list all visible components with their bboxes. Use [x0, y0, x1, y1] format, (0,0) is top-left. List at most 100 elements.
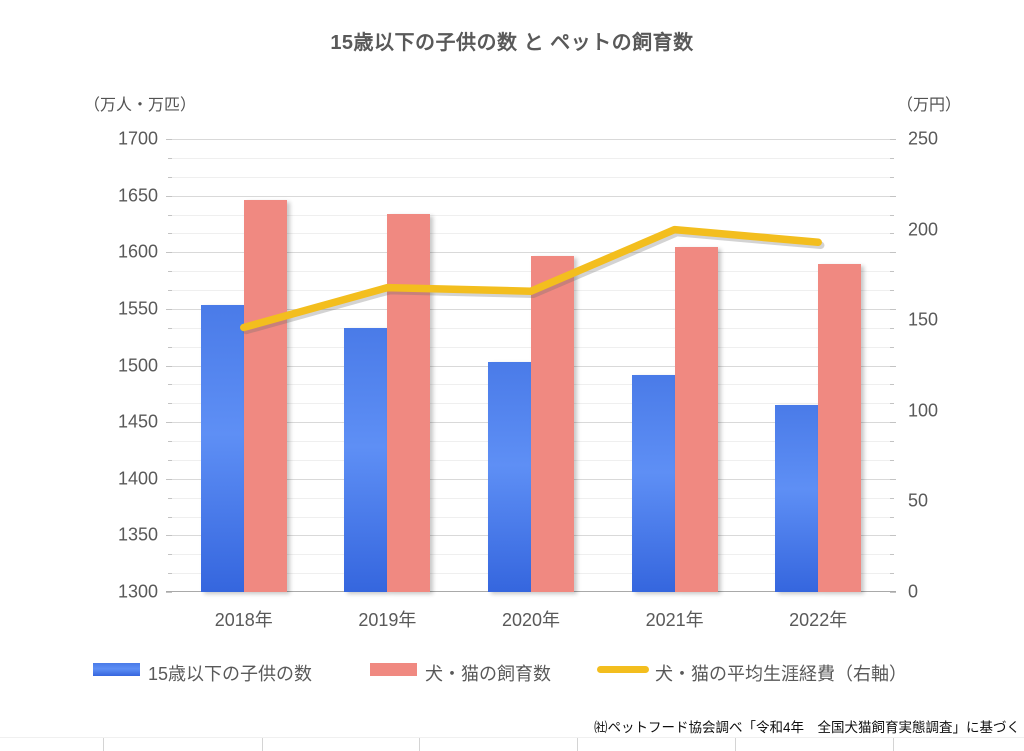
axis-tick-right [890, 271, 894, 273]
axis-tick-left [166, 308, 172, 310]
left-axis-tick-label: 1700 [117, 128, 158, 149]
axis-tick-right [890, 573, 894, 575]
axis-tick-left [168, 214, 172, 216]
axis-tick-left [166, 195, 172, 197]
axis-tick-right [890, 592, 896, 593]
bar-children-2022年 [775, 405, 819, 592]
right-axis-tick-label: 50 [908, 490, 929, 511]
gridline [172, 195, 890, 197]
spreadsheet-gridline-stub [893, 738, 894, 751]
axis-tick-right [890, 233, 894, 235]
cost-line-series [240, 225, 825, 335]
right-axis-tick-label: 100 [908, 400, 939, 421]
axis-tick-right [890, 252, 896, 254]
axis-tick-left [166, 139, 172, 140]
axis-tick-left [166, 592, 172, 593]
axis-tick-right [890, 441, 894, 442]
spreadsheet-gridline-stub [735, 738, 736, 751]
axis-tick-left [168, 384, 172, 386]
left-axis-tick-label: 1400 [117, 468, 158, 489]
axis-tick-left [168, 327, 172, 329]
bar-pets-2022年 [818, 263, 862, 592]
bar-children-2021年 [631, 374, 675, 592]
legend-label: 犬・猫の飼育数 [425, 664, 551, 684]
axis-tick-right [890, 535, 896, 537]
spreadsheet-edge-line [0, 737, 1024, 738]
left-axis-tick-label: 1450 [117, 411, 158, 432]
legend-label: 犬・猫の平均生涯経費（右軸） [655, 664, 907, 684]
plot-area [166, 139, 896, 592]
axis-tick-left [168, 441, 172, 442]
axis-tick-right [890, 139, 896, 140]
gridline [172, 157, 890, 159]
axis-tick-right [890, 384, 894, 386]
axis-tick-right [890, 554, 894, 556]
axis-tick-left [168, 554, 172, 556]
axis-tick-left [168, 403, 172, 405]
axis-tick-left [168, 573, 172, 575]
axis-tick-right [890, 214, 894, 216]
right-axis-tick-label: 250 [908, 128, 939, 149]
gridline [172, 252, 890, 254]
spreadsheet-gridline-stub [262, 738, 263, 751]
chart-title: 15歳以下の子供の数 と ペットの飼育数 [330, 32, 694, 54]
line-shadow [242, 228, 825, 335]
blue-bar-swatch [93, 663, 140, 676]
left-axis-tick-label: 1650 [117, 185, 158, 206]
legend-label: 15歳以下の子供の数 [148, 664, 313, 684]
axis-tick-right [890, 403, 894, 405]
left-axis-tick-label: 1300 [117, 581, 158, 602]
axis-tick-right [890, 478, 896, 480]
right-axis-tick-label: 150 [908, 309, 939, 330]
axis-tick-right [890, 157, 894, 159]
axis-tick-left [166, 478, 172, 480]
left-axis-tick-label: 1550 [117, 298, 158, 319]
bar-children-2018年 [200, 305, 244, 592]
axis-tick-left [166, 535, 172, 537]
x-axis-category-label: 2018年 [214, 610, 273, 630]
axis-tick-left [166, 252, 172, 254]
gridline [172, 214, 890, 216]
axis-tick-left [168, 516, 172, 518]
axis-tick-right [890, 290, 894, 291]
axis-tick-right [890, 422, 896, 424]
axis-tick-left [168, 176, 172, 178]
axis-tick-left [168, 459, 172, 461]
x-axis-category-label: 2021年 [645, 610, 704, 630]
bar-children-2020年 [488, 362, 531, 592]
axis-tick-left [166, 365, 172, 367]
axis-tick-right [890, 327, 894, 329]
bar-children-2019年 [344, 328, 388, 592]
axis-tick-right [890, 308, 896, 310]
left-axis-tick-label: 1350 [117, 524, 158, 545]
axis-tick-right [890, 365, 896, 367]
axis-tick-left [168, 497, 172, 499]
gridline [172, 233, 890, 235]
spreadsheet-gridline-stub [577, 738, 578, 751]
axis-tick-left [166, 422, 172, 424]
bar-pets-2019年 [387, 213, 431, 592]
line-stroke [240, 225, 822, 332]
bar-pets-2021年 [674, 246, 718, 592]
bar-pets-2018年 [243, 200, 287, 592]
left-axis-unit-label: （万人・万匹） [84, 97, 197, 114]
x-axis-category-label: 2020年 [501, 610, 561, 630]
x-axis-category-label: 2019年 [358, 610, 417, 630]
spreadsheet-gridline-stub [103, 738, 104, 751]
left-axis-tick-label: 1500 [117, 355, 158, 375]
bar-pets-2020年 [531, 255, 574, 592]
axis-tick-right [890, 346, 894, 348]
axis-tick-left [168, 233, 172, 235]
axis-tick-right [890, 176, 894, 178]
gridline [172, 139, 890, 140]
right-axis-tick-label: 0 [908, 581, 919, 602]
spreadsheet-gridline-stub [419, 738, 420, 751]
axis-tick-left [168, 290, 172, 291]
axis-tick-right [890, 195, 896, 197]
axis-tick-right [890, 459, 894, 461]
axis-tick-right [890, 516, 894, 518]
pink-bar-swatch [370, 663, 417, 676]
axis-tick-left [168, 157, 172, 159]
yellow-line-swatch [597, 666, 649, 673]
